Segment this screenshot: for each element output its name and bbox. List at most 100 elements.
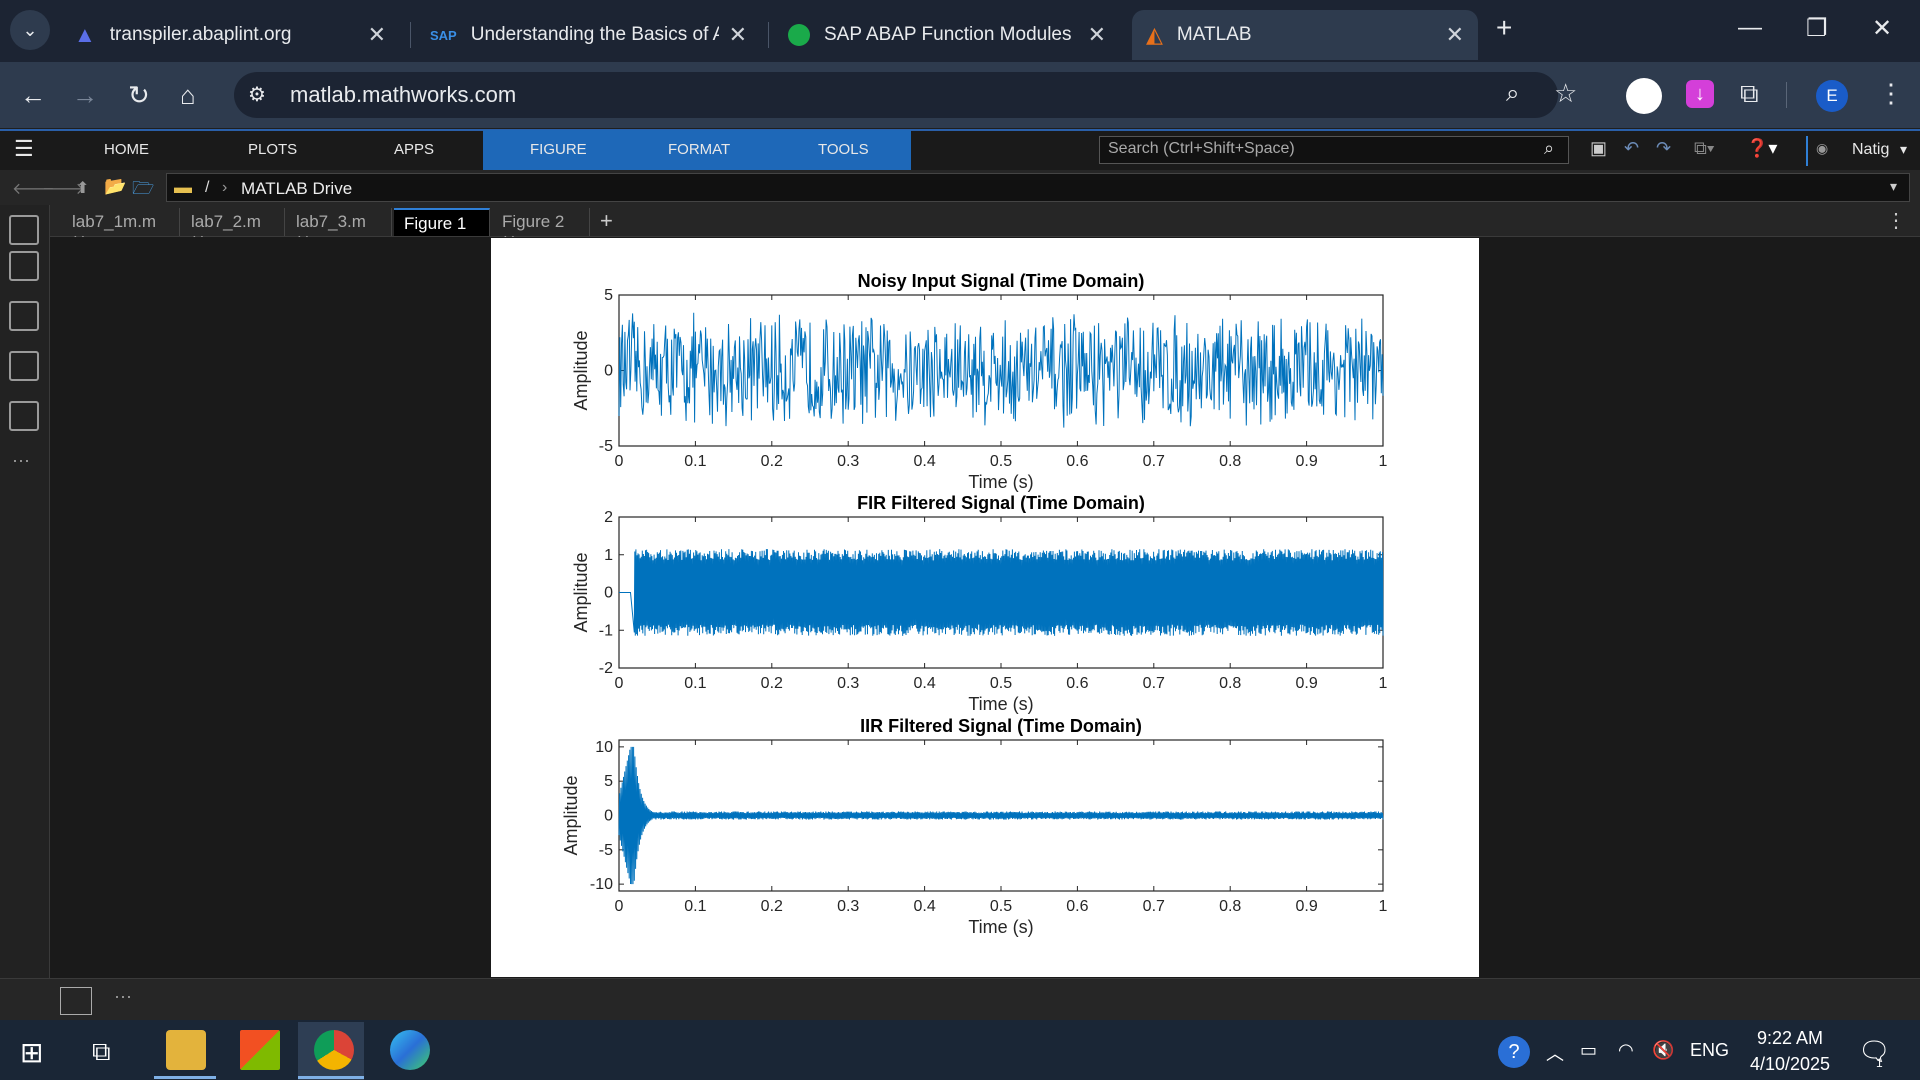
add-tab-icon[interactable]: + <box>600 208 613 233</box>
undo-icon[interactable]: ↶ <box>1624 138 1640 158</box>
nav-forward-icon[interactable]: 🡒 <box>42 181 85 198</box>
minimize-icon[interactable]: — <box>1738 14 1762 41</box>
y-tick-label: 10 <box>595 739 613 756</box>
doc-tab-lab7-3[interactable]: lab7_3.m ✕ <box>286 208 392 251</box>
tab-format[interactable]: FORMAT <box>668 141 731 158</box>
user-account-icon[interactable]: ◉ <box>1816 140 1829 156</box>
windows-start-icon[interactable]: ⊞ <box>20 1037 44 1068</box>
help-icon[interactable]: ❓▾ <box>1746 138 1778 158</box>
tab-figure[interactable]: FIGURE <box>530 141 587 158</box>
y-tick-label: 0 <box>604 585 613 602</box>
command-window-bar: ⋯ <box>0 978 1920 1020</box>
browser-tab-2[interactable]: SAP Understanding the Basics of AB ✕ <box>416 10 761 60</box>
figure-canvas[interactable]: Noisy Input Signal (Time Domain) Time (s)… <box>491 238 1479 977</box>
battery-icon[interactable]: ▭ <box>1580 1040 1598 1060</box>
home-icon[interactable]: ⌂ <box>180 80 196 110</box>
y-tick-label: 5 <box>604 287 613 304</box>
site-settings-icon[interactable]: ⚙ <box>248 84 266 106</box>
bookmark-star-icon[interactable]: ☆ <box>1554 78 1578 108</box>
browse-folder-icon[interactable]: 📂 <box>104 176 127 196</box>
close-tab-icon[interactable]: ✕ <box>1445 22 1464 47</box>
x-tick-label: 0.9 <box>1295 898 1317 915</box>
more-icon[interactable]: ⋯ <box>114 987 132 1007</box>
search-input[interactable]: Search (Ctrl+Shift+Space) <box>1099 136 1569 164</box>
breadcrumb-folder[interactable]: MATLAB Drive <box>241 179 353 198</box>
chrome-menu-icon[interactable]: ⋮ <box>1878 78 1904 108</box>
new-tab-button[interactable]: + <box>1496 12 1513 43</box>
url-text[interactable]: matlab.mathworks.com <box>290 82 517 107</box>
close-tab-icon[interactable]: ✕ <box>728 22 747 47</box>
more-icon[interactable]: ⋯ <box>12 451 30 471</box>
wifi-icon[interactable]: ◠ <box>1618 1040 1634 1060</box>
notification-icon[interactable]: 🗨 <box>1858 1036 1892 1066</box>
address-bar[interactable] <box>234 72 1558 118</box>
show-hidden-icons[interactable]: ︿ <box>1546 1044 1564 1064</box>
browser-tab-3[interactable]: SAP ABAP Function Modules ✕ <box>774 10 1120 60</box>
doc-tab-lab7-1m[interactable]: lab7_1m.m ✕ <box>62 208 180 251</box>
back-icon[interactable]: ← <box>20 80 46 110</box>
user-menu[interactable]: Natig <box>1852 141 1890 158</box>
help-tray-icon[interactable]: ? <box>1498 1036 1530 1068</box>
tab-plots[interactable]: PLOTS <box>248 141 298 158</box>
browser-tab-active[interactable]: ◭ MATLAB ✕ <box>1132 10 1478 60</box>
extensions-puzzle-icon[interactable]: ⧉ <box>1740 78 1759 108</box>
add-ons-icon[interactable] <box>9 401 39 431</box>
document-tabs <box>50 205 1920 237</box>
up-folder-icon[interactable]: ⬆ <box>76 180 90 197</box>
editor-search-icon[interactable] <box>9 301 39 331</box>
save-icon[interactable]: ▣ <box>1590 138 1608 158</box>
clock[interactable]: 9:22 AM 4/10/2025 <box>1740 1025 1840 1077</box>
store-icon[interactable] <box>240 1030 280 1070</box>
tab-apps[interactable]: APPS <box>394 141 435 158</box>
task-view-icon[interactable]: ⧉ <box>92 1036 111 1066</box>
browser-tab-1[interactable]: ▲ transpiler.abaplint.org ✕ <box>60 10 400 60</box>
download-extension-icon[interactable]: ↓ <box>1686 80 1714 108</box>
file-explorer-icon[interactable] <box>166 1030 206 1070</box>
restore-icon[interactable]: ❐ <box>1806 15 1828 42</box>
tab-title: MATLAB <box>1176 24 1252 45</box>
command-history-icon[interactable] <box>9 351 39 381</box>
breadcrumb-root[interactable]: / <box>205 179 210 196</box>
forward-icon[interactable]: → <box>72 80 98 110</box>
chrome-icon[interactable] <box>314 1030 354 1070</box>
redo-icon[interactable]: ↷ <box>1656 138 1672 158</box>
profile-avatar[interactable]: E <box>1816 80 1848 112</box>
close-tab-icon[interactable]: ✕ <box>1087 22 1106 47</box>
extension-icon[interactable] <box>1626 78 1662 114</box>
files-icon[interactable] <box>9 215 39 245</box>
search-icon[interactable]: ⌕ <box>1544 138 1555 158</box>
command-window-icon[interactable] <box>60 987 92 1015</box>
window-layout-icon[interactable]: ⧉▾ <box>1694 138 1715 158</box>
tab-search-button[interactable]: ⌄ <box>10 10 50 50</box>
x-tick-label: 0.3 <box>837 453 859 470</box>
reload-icon[interactable]: ↻ <box>128 80 150 110</box>
doc-tab-figure-2[interactable]: Figure 2 ✕ <box>492 208 590 251</box>
nav-back-icon[interactable]: 🡐 <box>12 181 55 198</box>
chevron-down-icon[interactable]: ▾ <box>1900 141 1908 157</box>
x-tick-label: 0.4 <box>913 898 935 915</box>
doc-tab-lab7-2[interactable]: lab7_2.m ✕ <box>181 208 285 251</box>
language-indicator[interactable]: ENG <box>1690 1040 1730 1060</box>
doc-tab-figure-1[interactable]: Figure 1 ✕ <box>394 208 490 253</box>
matlab-icon: ◭ <box>1146 22 1163 47</box>
tabs-more-icon[interactable]: ⋮ <box>1886 210 1906 232</box>
breadcrumb-dropdown-icon[interactable]: ▾ <box>1890 178 1898 194</box>
x-axis-label: Time (s) <box>968 694 1033 714</box>
close-tab-icon[interactable]: ✕ <box>367 22 386 47</box>
volume-mute-icon[interactable]: 🔇 <box>1652 1040 1675 1060</box>
x-axis-label: Time (s) <box>968 917 1033 937</box>
x-tick-label: 0.7 <box>1143 453 1165 470</box>
tab-title: SAP ABAP Function Modules <box>824 24 1072 45</box>
doc-tab-label: Figure 1 <box>404 214 467 233</box>
breadcrumb[interactable] <box>166 173 1910 202</box>
sap-icon: SAP <box>430 27 457 43</box>
tab-tools[interactable]: TOOLS <box>818 141 869 158</box>
zoom-icon[interactable]: ⌕ <box>1506 80 1520 107</box>
x-tick-label: 0.7 <box>1143 675 1165 692</box>
workspace-icon[interactable] <box>9 251 39 281</box>
edge-icon[interactable] <box>390 1030 430 1070</box>
tab-home[interactable]: HOME <box>104 141 149 158</box>
menu-hamburger-icon[interactable]: ☰ <box>14 136 34 161</box>
close-window-icon[interactable]: ✕ <box>1872 15 1893 42</box>
drive-folder-icon[interactable]: 🗁 <box>132 178 155 198</box>
